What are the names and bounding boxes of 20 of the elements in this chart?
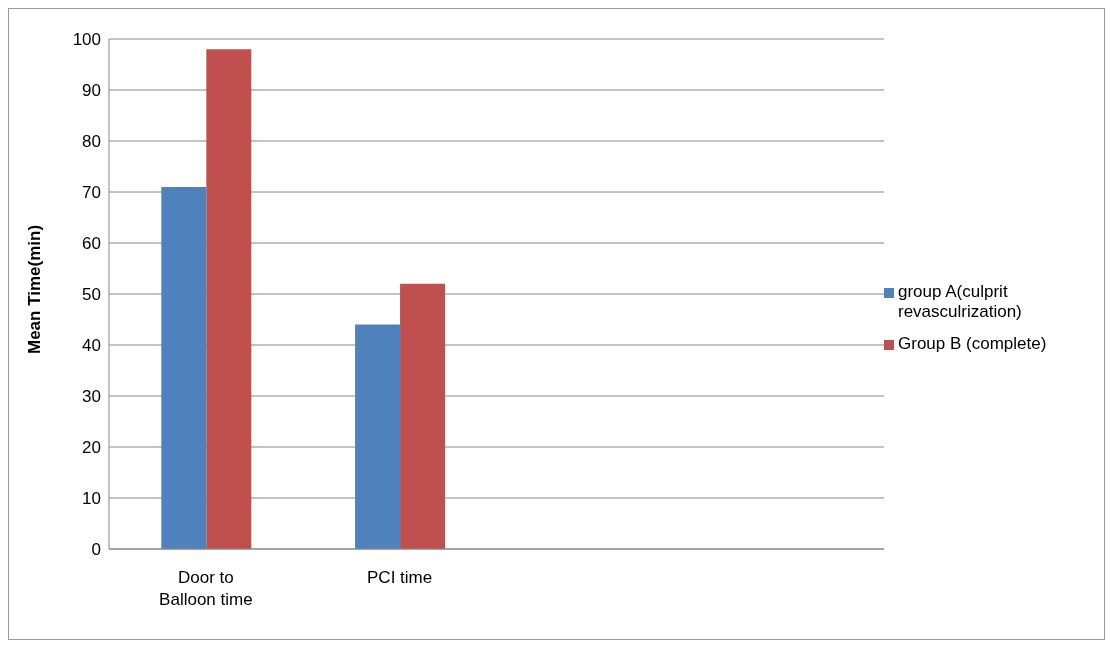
legend-label: Group B (complete) [898,334,1047,354]
y-tick-label: 20 [82,438,101,458]
bar [206,49,252,549]
y-tick-label: 80 [82,132,101,152]
y-axis-title: Mean Time(min) [25,224,45,354]
bar [400,283,446,549]
y-tick-label: 100 [72,30,101,50]
y-tick-label: 50 [82,285,101,305]
y-tick-label: 90 [82,81,101,101]
y-tick-label: 10 [82,489,101,509]
y-tick-label: 70 [82,183,101,203]
bar [355,324,401,549]
x-tick-label: PCI time [367,568,433,587]
y-tick-label: 0 [91,540,101,560]
x-tick-label: Door to Balloon time [159,568,253,609]
y-tick-label: 30 [82,387,101,407]
y-tick-label: 40 [82,336,101,356]
legend-label: group A(culprit revasculrization) [898,282,1023,322]
y-tick-label: 60 [82,234,101,254]
bar [161,186,207,549]
